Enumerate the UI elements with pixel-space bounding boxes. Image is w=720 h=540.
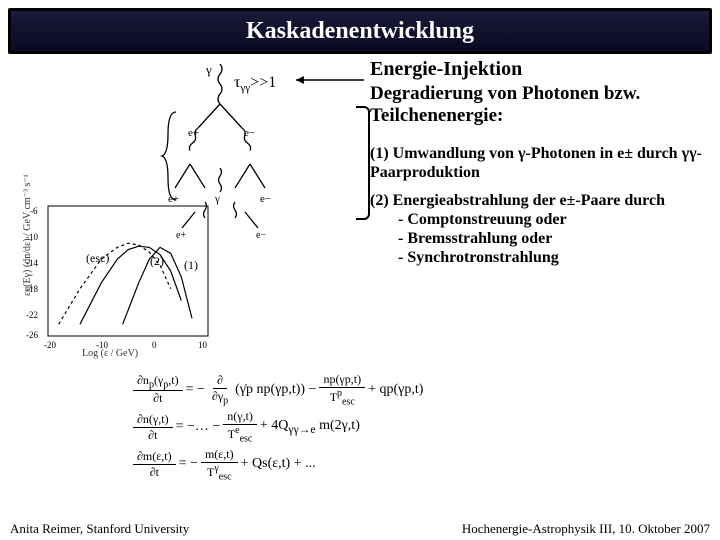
svg-text:-26: -26 xyxy=(26,330,38,340)
eq3-a: = − xyxy=(179,456,198,472)
eq-row-3: ∂m(ε,t)∂t = − m(ε,t)Tγesc + Qs(ε,t) + ..… xyxy=(130,447,650,482)
injection-arrow xyxy=(292,74,366,86)
content-stage: γ e+ e− γ e− e+ xyxy=(0,56,720,516)
footer-left: Anita Reimer, Stanford University xyxy=(10,521,189,537)
y-axis-label: εq(Eγ) (dn/dε) / GeV cm⁻³ s⁻¹ xyxy=(22,174,33,296)
eq-row-1: ∂np(γp,t)∂t = − ∂∂γp (γ̇p np(γp,t)) − np… xyxy=(130,372,650,407)
process-2-lead: (2) Energieabstrahlung der e±-Paare durc… xyxy=(370,192,665,209)
process-1: (1) Umwandlung von γ-Photonen in e± durc… xyxy=(370,145,714,183)
eq2-a: = − xyxy=(176,419,195,435)
svg-text:γ: γ xyxy=(205,62,212,77)
svg-text:γ: γ xyxy=(214,193,220,205)
curve-label-2: (2) xyxy=(150,254,164,269)
eq1-b: (γ̇p np(γp,t)) − xyxy=(235,382,316,398)
svg-text:10: 10 xyxy=(198,340,208,350)
process-2-item-brems: - Bremsstrahlung oder xyxy=(370,230,552,247)
footer: Anita Reimer, Stanford University Hochen… xyxy=(0,518,720,540)
title-text: Kaskadenentwicklung xyxy=(246,18,474,45)
diagram-svg: γ e+ e− γ e− e+ xyxy=(20,56,350,356)
right-column: Energie-Injektion Degradierung von Photo… xyxy=(370,56,714,268)
process-2: (2) Energieabstrahlung der e±-Paare durc… xyxy=(370,192,714,268)
equations-block: ∂np(γp,t)∂t = − ∂∂γp (γ̇p np(γp,t)) − np… xyxy=(130,372,650,484)
tau-label: τγγ>>1 xyxy=(234,74,276,94)
footer-right: Hochenergie-Astrophysik III, 10. Oktober… xyxy=(462,521,710,537)
degradation-bracket xyxy=(356,106,370,220)
eq-row-2: ∂n(γ,t)∂t = − … − n(γ,t)Teesc + 4Qγγ→e m… xyxy=(130,409,650,444)
eq3-b: + Qs(ε,t) + ... xyxy=(241,456,316,472)
curve-label-1: (1) xyxy=(184,258,198,273)
svg-text:0: 0 xyxy=(152,340,157,350)
svg-text:-20: -20 xyxy=(44,340,56,350)
svg-text:e+: e+ xyxy=(168,193,179,205)
svg-text:-22: -22 xyxy=(26,310,38,320)
eq1-c: + qp(γp,t) xyxy=(368,382,423,398)
svg-text:e−: e− xyxy=(256,230,266,241)
title-bar: Kaskadenentwicklung xyxy=(8,8,712,54)
svg-text:e−: e− xyxy=(260,193,271,205)
left-diagram: γ e+ e− γ e− e+ xyxy=(20,56,350,356)
process-2-item-compton: - Comptonstreuung oder xyxy=(370,211,567,228)
heading-injection: Energie-Injektion xyxy=(370,58,714,81)
heading-degradation: Degradierung von Photonen bzw. Teilchene… xyxy=(370,83,714,127)
svg-text:e+: e+ xyxy=(176,230,186,241)
x-axis-label: Log (ε / GeV) xyxy=(82,348,138,359)
esc-label: (esc) xyxy=(86,251,109,266)
process-2-item-sync: - Synchrotronstrahlung xyxy=(370,249,559,266)
process-1-text: (1) Umwandlung von γ-Photonen in e± durc… xyxy=(370,145,702,181)
eq1-a: = − xyxy=(186,382,205,398)
